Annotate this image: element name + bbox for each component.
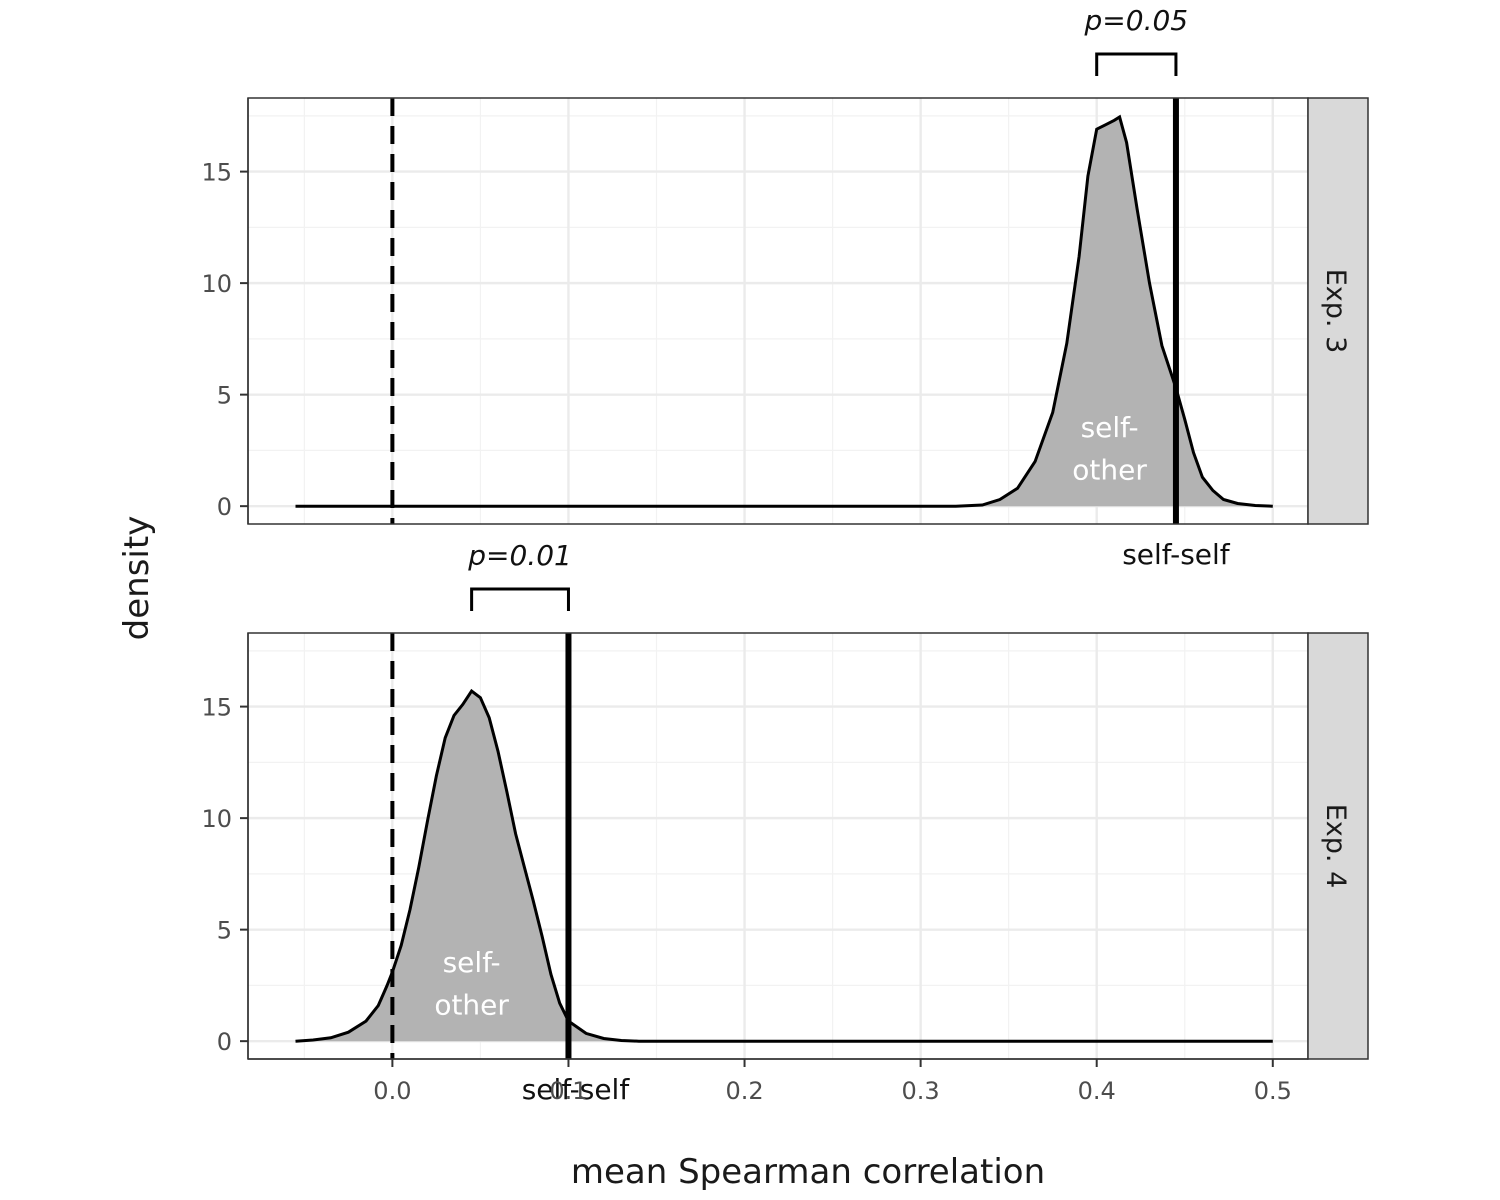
- x-axis-title: mean Spearman correlation: [571, 1152, 1045, 1192]
- y-tick-label: 15: [201, 159, 232, 187]
- p-value-label: p=0.01: [467, 539, 572, 572]
- y-tick-label: 10: [201, 270, 232, 298]
- x-axis: 0.0 0.1 0.2 0.3 0.4 0.5: [248, 1058, 1308, 1105]
- dist-label-line2: other: [434, 988, 509, 1021]
- y-tick-label: 10: [201, 805, 232, 833]
- dist-label-line1: self-: [443, 946, 501, 979]
- y-axis-title: density: [117, 516, 157, 641]
- y-tick-label: 5: [217, 382, 232, 410]
- x-tick-label: 0.0: [373, 1077, 411, 1105]
- p-value-bracket: [1095, 52, 1178, 76]
- p-value-bracket: [470, 587, 570, 611]
- x-tick-label: 0.1: [549, 1077, 587, 1105]
- panel-exp3: Exp. 3 0 5 10 15 self- other self-self p=0.…: [201, 4, 1369, 571]
- dist-label-line2: other: [1072, 453, 1147, 486]
- x-tick-label: 0.5: [1254, 1077, 1292, 1105]
- y-tick-label: 15: [201, 694, 232, 722]
- self-other-density-curve: [295, 688, 1273, 1043]
- y-axis: 0 5 10 15: [201, 633, 249, 1059]
- x-tick-label: 0.3: [902, 1077, 940, 1105]
- dist-label-line1: self-: [1081, 411, 1139, 444]
- p-value-label: p=0.05: [1084, 4, 1189, 37]
- y-tick-label: 0: [217, 1028, 232, 1056]
- strip-label: Exp. 4: [1320, 804, 1351, 889]
- self-self-label: self-self: [1122, 538, 1231, 571]
- self-other-density-area: [295, 691, 1273, 1042]
- strip-label: Exp. 3: [1320, 269, 1351, 354]
- strip-background: [1307, 632, 1369, 1060]
- y-tick-label: 0: [217, 493, 232, 521]
- self-self-label: self-self: [522, 1073, 631, 1106]
- x-tick-label: 0.2: [725, 1077, 763, 1105]
- y-axis: 0 5 10 15: [201, 98, 249, 524]
- self-other-density-curve: [295, 114, 1273, 508]
- strip-background: [1307, 97, 1369, 525]
- y-tick-label: 5: [217, 917, 232, 945]
- panel-exp4: Exp. 4 0 5 10 15 self- other self-self p=0.…: [201, 539, 1369, 1106]
- x-tick-label: 0.4: [1078, 1077, 1116, 1105]
